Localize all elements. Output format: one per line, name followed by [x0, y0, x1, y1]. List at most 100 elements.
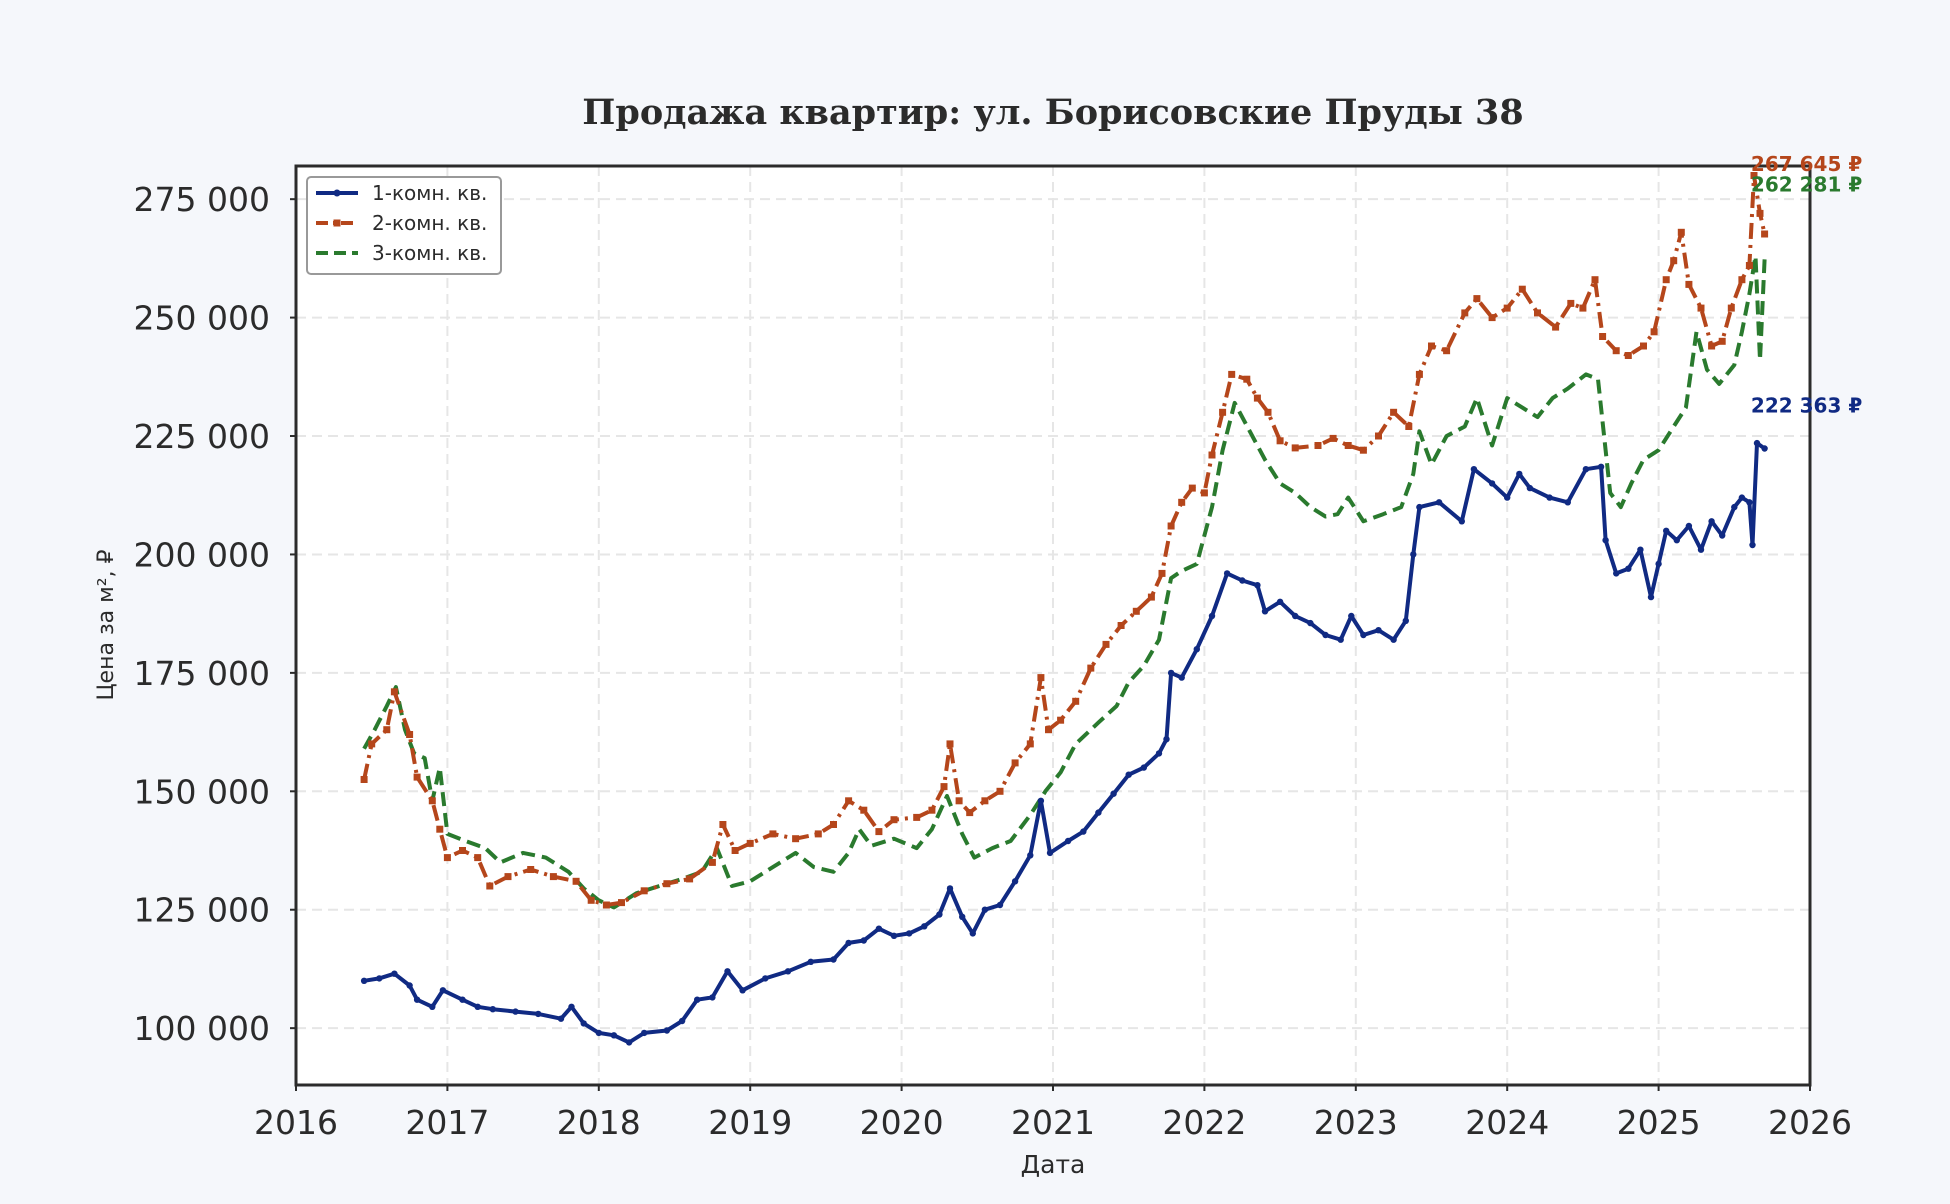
data-point [572, 877, 580, 885]
data-point [1624, 352, 1632, 359]
x-tick-label: 2016 [254, 1103, 338, 1142]
data-point [413, 773, 421, 781]
data-point [535, 1010, 542, 1018]
data-point [1719, 532, 1726, 539]
data-point [406, 982, 413, 989]
data-point [1685, 522, 1693, 530]
data-point [1488, 314, 1496, 322]
data-point [1037, 674, 1045, 682]
data-point [1155, 750, 1163, 757]
data-point [1697, 546, 1705, 553]
data-point [413, 996, 421, 1003]
data-point [641, 1029, 648, 1037]
data-point [474, 854, 482, 862]
series-layer [360, 172, 1769, 1046]
data-point [1567, 299, 1575, 307]
data-point [1057, 716, 1065, 724]
data-point [1329, 434, 1337, 442]
x-tick-label: 2020 [860, 1103, 944, 1142]
data-point [1158, 569, 1166, 577]
data-point [686, 875, 694, 883]
data-point [996, 787, 1004, 795]
data-point [1655, 560, 1662, 568]
data-point [1037, 797, 1045, 804]
data-point [1473, 295, 1481, 303]
y-axis-ticks: 100 000 125 000 150 000 175 000 200 000 225 0… [134, 180, 296, 1048]
data-point [1314, 442, 1322, 449]
data-point [1344, 442, 1352, 449]
data-point [376, 975, 383, 982]
data-point [527, 866, 535, 873]
data-point [1637, 546, 1644, 553]
data-point [1443, 347, 1451, 355]
data-point [845, 939, 852, 947]
data-point [1470, 466, 1478, 473]
data-point [807, 958, 814, 965]
data-point [708, 858, 716, 866]
data-point [890, 932, 898, 939]
data-point [1405, 423, 1413, 430]
data-point [1348, 612, 1355, 620]
data-point [746, 839, 754, 847]
data-point [694, 996, 701, 1003]
data-point [1307, 619, 1314, 627]
data-point [663, 880, 671, 888]
data-point [1738, 276, 1746, 284]
legend-marker [333, 189, 341, 197]
data-point [1276, 437, 1284, 445]
data-point [1223, 570, 1231, 577]
data-point [439, 987, 447, 994]
data-point [890, 816, 898, 824]
data-point [391, 970, 398, 977]
data-point [906, 930, 913, 937]
x-axis-label: Дата [1021, 1150, 1086, 1179]
data-point [1276, 598, 1284, 605]
data-point [1602, 537, 1609, 544]
last-value-label: 267 645 ₽ [1751, 152, 1862, 176]
data-point [969, 930, 976, 937]
data-point [1390, 408, 1398, 416]
data-point [1745, 262, 1753, 269]
data-point [940, 783, 948, 791]
data-point [360, 977, 368, 984]
data-point [568, 1003, 575, 1010]
data-point [1640, 342, 1647, 350]
data-point [1613, 570, 1620, 577]
data-point [360, 776, 368, 783]
data-point [1685, 280, 1693, 288]
data-point [966, 809, 974, 817]
legend-marker [333, 219, 341, 227]
y-axis-label: Цена за м², ₽ [94, 549, 119, 700]
data-point [1416, 503, 1423, 511]
data-point [830, 956, 837, 963]
data-point [1102, 640, 1110, 648]
data-point [1064, 837, 1072, 845]
data-point [1415, 370, 1423, 378]
data-point [1591, 276, 1599, 284]
last-value-label: 222 363 ₽ [1751, 394, 1862, 418]
data-point [1228, 370, 1236, 378]
data-point [1756, 209, 1764, 217]
data-point [1746, 499, 1753, 506]
data-point [1428, 342, 1435, 350]
data-point [1200, 489, 1208, 497]
data-point [1488, 480, 1496, 487]
data-point [1095, 809, 1102, 816]
data-point [996, 901, 1004, 909]
data-point [1110, 790, 1117, 797]
data-point [913, 813, 921, 821]
data-point [946, 885, 954, 892]
data-point [731, 847, 739, 854]
data-point [860, 806, 868, 814]
data-point [875, 828, 883, 836]
data-point [663, 1027, 671, 1034]
data-point [792, 835, 800, 843]
data-point [1731, 503, 1738, 511]
legend-box [306, 176, 502, 275]
x-tick-label: 2021 [1011, 1103, 1095, 1142]
data-point [1761, 445, 1768, 452]
data-point [1239, 577, 1246, 584]
data-point [406, 731, 414, 738]
data-point [1552, 323, 1560, 331]
data-point [678, 1017, 686, 1025]
